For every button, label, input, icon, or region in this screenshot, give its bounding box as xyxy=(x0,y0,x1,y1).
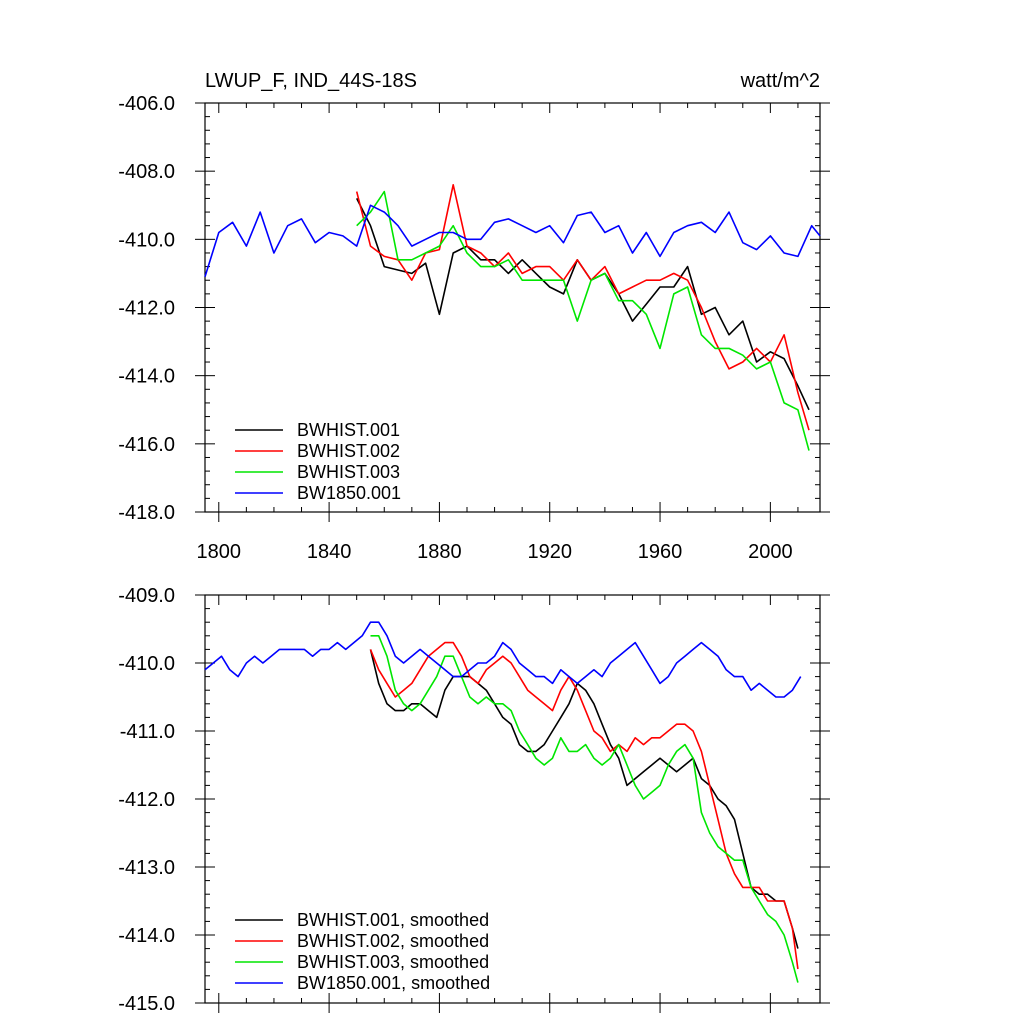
series-line-1 xyxy=(355,184,810,431)
y-tick-label: -410.0 xyxy=(118,229,175,251)
x-tick-label: 1960 xyxy=(638,541,683,563)
x-tick-label: 1800 xyxy=(197,541,242,563)
y-tick-label: -411.0 xyxy=(120,721,175,743)
series-line-2 xyxy=(356,190,810,451)
bottom-panel: -409.0 -410.0 -411.0 -412.0 -413.0 -414.0 -415… xyxy=(118,585,830,1015)
series-line-3 xyxy=(204,204,821,278)
units-label: watt/m^2 xyxy=(740,70,820,92)
y-tick-label: -415.0 xyxy=(118,993,175,1015)
legend-label: BWHIST.002 xyxy=(297,441,400,461)
series-line-2 xyxy=(370,634,799,983)
x-tick-label: 2000 xyxy=(748,541,793,563)
legend-label: BWHIST.003 xyxy=(297,462,400,482)
y-tick-label: -412.0 xyxy=(118,298,175,320)
legend-label: BWHIST.003, smoothed xyxy=(297,952,489,972)
x-tick-label: 1840 xyxy=(307,541,352,563)
legend-label: BWHIST.002, smoothed xyxy=(297,931,489,951)
series-line-3 xyxy=(204,621,802,698)
y-tick-label: -412.0 xyxy=(118,789,175,811)
y-tick-label: -418.0 xyxy=(118,502,175,524)
top-panel: 1800 1840 1880 1920 1960 2000 -406.0 -408.0 -410… xyxy=(118,70,830,563)
y-tick-label: -406.0 xyxy=(118,93,175,115)
y-tick-label: -409.0 xyxy=(118,585,175,607)
chart-title: LWUP_F, IND_44S-18S xyxy=(205,70,417,92)
y-tick-label: -416.0 xyxy=(118,434,175,456)
legend-label: BWHIST.001, smoothed xyxy=(297,910,489,930)
y-tick-label: -414.0 xyxy=(118,366,175,388)
series-line-1 xyxy=(369,641,799,970)
legend-label: BW1850.001, smoothed xyxy=(297,973,490,993)
x-tick-label: 1920 xyxy=(527,541,572,563)
y-tick-label: -408.0 xyxy=(118,161,175,183)
y-tick-label: -410.0 xyxy=(118,653,175,675)
series-line-0 xyxy=(369,649,799,949)
y-tick-label: -413.0 xyxy=(118,857,175,879)
legend-label: BWHIST.001 xyxy=(297,420,400,440)
y-tick-label: -414.0 xyxy=(118,925,175,947)
x-tick-label: 1880 xyxy=(417,541,462,563)
legend-label: BW1850.001 xyxy=(297,483,401,503)
